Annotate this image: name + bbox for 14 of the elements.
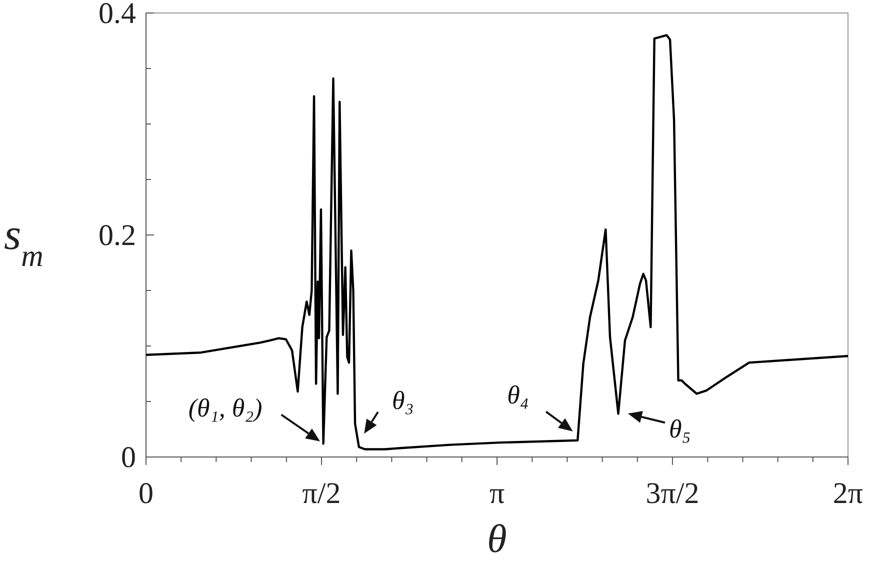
annotation: θ₃: [392, 386, 414, 415]
annotation: θ₄: [507, 380, 529, 410]
x-tick-label: 3π/2: [646, 477, 700, 510]
y-tick-label: 0.2: [98, 219, 136, 252]
x-tick-label: π/2: [302, 477, 341, 510]
y-tick-label: 0: [121, 441, 136, 474]
y-axis-title: s$_{m}$: [4, 210, 44, 273]
y-tick-label: 0.4: [98, 0, 136, 30]
x-axis-title: θ: [487, 516, 507, 561]
annotation: (θ₁, θ₂): [188, 394, 262, 423]
x-tick-label: π: [489, 477, 505, 510]
line-series: [144, 34, 850, 450]
annotation: θ₅: [668, 414, 691, 444]
x-tick-label: 2π: [832, 477, 864, 510]
